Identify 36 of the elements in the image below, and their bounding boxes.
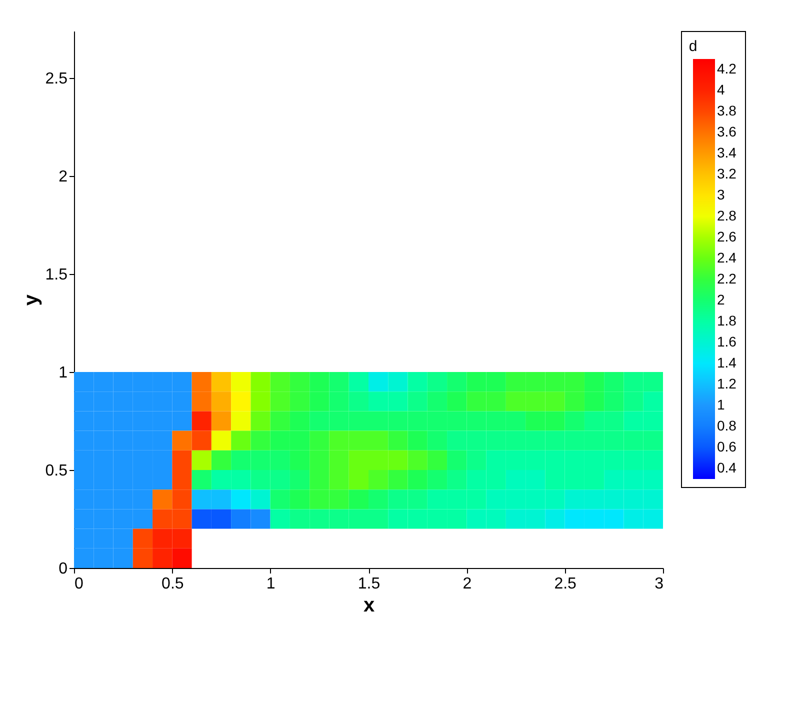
color-bar-label: 3.6 <box>717 124 737 140</box>
x-axis-title: x <box>363 594 375 616</box>
color-bar-label: 1.8 <box>717 312 737 328</box>
y-tick-label: 2.5 <box>45 70 68 88</box>
y-axis-title: y <box>20 294 42 306</box>
color-bar-label: 2.8 <box>717 208 737 224</box>
color-bar-label: 0.6 <box>717 438 737 454</box>
y-tick-label: 1 <box>58 364 68 382</box>
x-tick-label: 1 <box>266 576 276 592</box>
color-bar-label: 1.6 <box>717 334 737 350</box>
color-bar-label: 2.4 <box>717 250 737 266</box>
x-tick-label: 2.5 <box>554 576 577 592</box>
color-bar-title: d <box>688 38 698 55</box>
color-bar-label: 0.4 <box>717 460 737 476</box>
color-bar-label: 3.8 <box>717 102 737 118</box>
color-bar-label: 0.8 <box>717 418 737 434</box>
y-tick-label: 0 <box>58 560 68 578</box>
y-tick-label: 2 <box>58 168 68 186</box>
color-bar-label: 2 <box>717 292 725 308</box>
x-tick-label: 3 <box>654 576 664 592</box>
x-tick-label: 0 <box>74 576 84 592</box>
x-tick-label: 0.5 <box>162 576 184 592</box>
color-bar-label: 4 <box>717 82 725 98</box>
color-bar-label: 4.2 <box>717 60 737 76</box>
color-bar-label: 2.6 <box>717 228 737 244</box>
color-bar-label: 3.2 <box>717 166 737 182</box>
x-tick-label: 1.5 <box>358 576 380 592</box>
x-tick-label: 2 <box>462 576 472 592</box>
color-bar-label: 1.2 <box>717 376 737 392</box>
color-bar-label: 2.2 <box>717 270 737 286</box>
color-bar-label: 1.4 <box>717 354 737 370</box>
y-tick-label: 0.5 <box>45 462 68 480</box>
y-tick-label: 1.5 <box>45 266 68 284</box>
color-bar-label: 3.4 <box>717 144 737 160</box>
color-bar-label: 1 <box>717 396 725 412</box>
color-bar-label: 3 <box>717 186 725 202</box>
